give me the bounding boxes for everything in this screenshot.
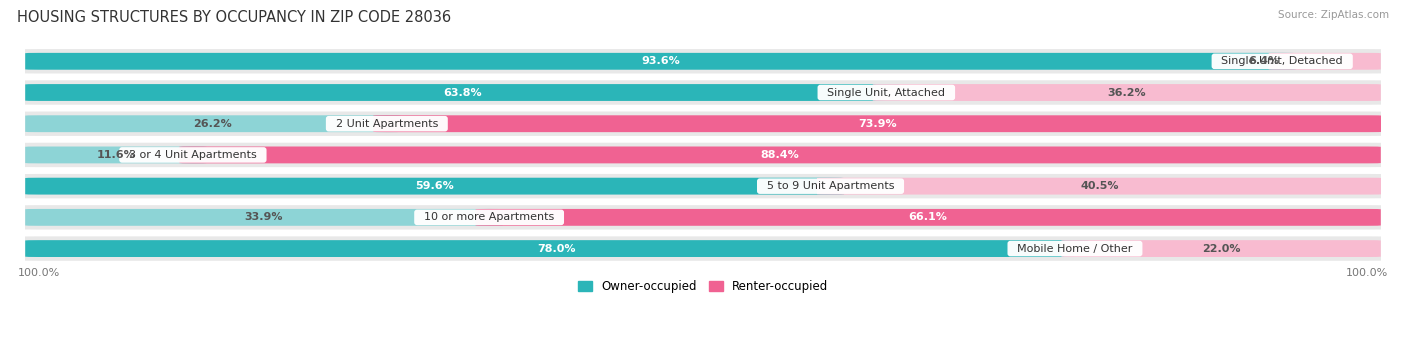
Text: 93.6%: 93.6% bbox=[641, 56, 681, 66]
Text: 36.2%: 36.2% bbox=[1108, 88, 1146, 98]
FancyBboxPatch shape bbox=[25, 53, 1296, 70]
FancyBboxPatch shape bbox=[18, 173, 1388, 199]
FancyBboxPatch shape bbox=[25, 115, 401, 132]
Text: 6.4%: 6.4% bbox=[1249, 56, 1279, 66]
Text: 63.8%: 63.8% bbox=[443, 88, 482, 98]
Text: 66.1%: 66.1% bbox=[908, 212, 948, 222]
FancyBboxPatch shape bbox=[475, 209, 1381, 226]
FancyBboxPatch shape bbox=[373, 115, 1382, 132]
Text: Single Unit, Attached: Single Unit, Attached bbox=[820, 88, 952, 98]
Text: 78.0%: 78.0% bbox=[537, 243, 576, 254]
Text: 40.5%: 40.5% bbox=[1080, 181, 1119, 191]
Text: 33.9%: 33.9% bbox=[245, 212, 283, 222]
FancyBboxPatch shape bbox=[873, 84, 1381, 101]
Text: 10 or more Apartments: 10 or more Apartments bbox=[418, 212, 561, 222]
Text: 88.4%: 88.4% bbox=[761, 150, 800, 160]
Text: 2 Unit Apartments: 2 Unit Apartments bbox=[329, 119, 446, 129]
Text: Mobile Home / Other: Mobile Home / Other bbox=[1011, 243, 1140, 254]
Legend: Owner-occupied, Renter-occupied: Owner-occupied, Renter-occupied bbox=[572, 275, 834, 298]
FancyBboxPatch shape bbox=[1268, 53, 1381, 70]
Text: 59.6%: 59.6% bbox=[415, 181, 454, 191]
FancyBboxPatch shape bbox=[18, 79, 1388, 106]
FancyBboxPatch shape bbox=[25, 240, 1088, 257]
FancyBboxPatch shape bbox=[25, 84, 900, 101]
FancyBboxPatch shape bbox=[18, 48, 1388, 75]
FancyBboxPatch shape bbox=[25, 147, 207, 163]
FancyBboxPatch shape bbox=[180, 147, 1381, 163]
FancyBboxPatch shape bbox=[1062, 240, 1381, 257]
FancyBboxPatch shape bbox=[18, 110, 1388, 137]
FancyBboxPatch shape bbox=[25, 209, 503, 226]
Text: 3 or 4 Unit Apartments: 3 or 4 Unit Apartments bbox=[122, 150, 264, 160]
Text: Single Unit, Detached: Single Unit, Detached bbox=[1215, 56, 1350, 66]
Text: Source: ZipAtlas.com: Source: ZipAtlas.com bbox=[1278, 10, 1389, 20]
FancyBboxPatch shape bbox=[817, 178, 1382, 195]
FancyBboxPatch shape bbox=[18, 142, 1388, 168]
Text: 73.9%: 73.9% bbox=[859, 119, 897, 129]
Text: 26.2%: 26.2% bbox=[194, 119, 232, 129]
Text: 22.0%: 22.0% bbox=[1202, 243, 1240, 254]
FancyBboxPatch shape bbox=[18, 235, 1388, 262]
FancyBboxPatch shape bbox=[18, 204, 1388, 231]
Text: HOUSING STRUCTURES BY OCCUPANCY IN ZIP CODE 28036: HOUSING STRUCTURES BY OCCUPANCY IN ZIP C… bbox=[17, 10, 451, 25]
FancyBboxPatch shape bbox=[25, 178, 844, 195]
Text: 5 to 9 Unit Apartments: 5 to 9 Unit Apartments bbox=[759, 181, 901, 191]
Text: 11.6%: 11.6% bbox=[97, 150, 135, 160]
